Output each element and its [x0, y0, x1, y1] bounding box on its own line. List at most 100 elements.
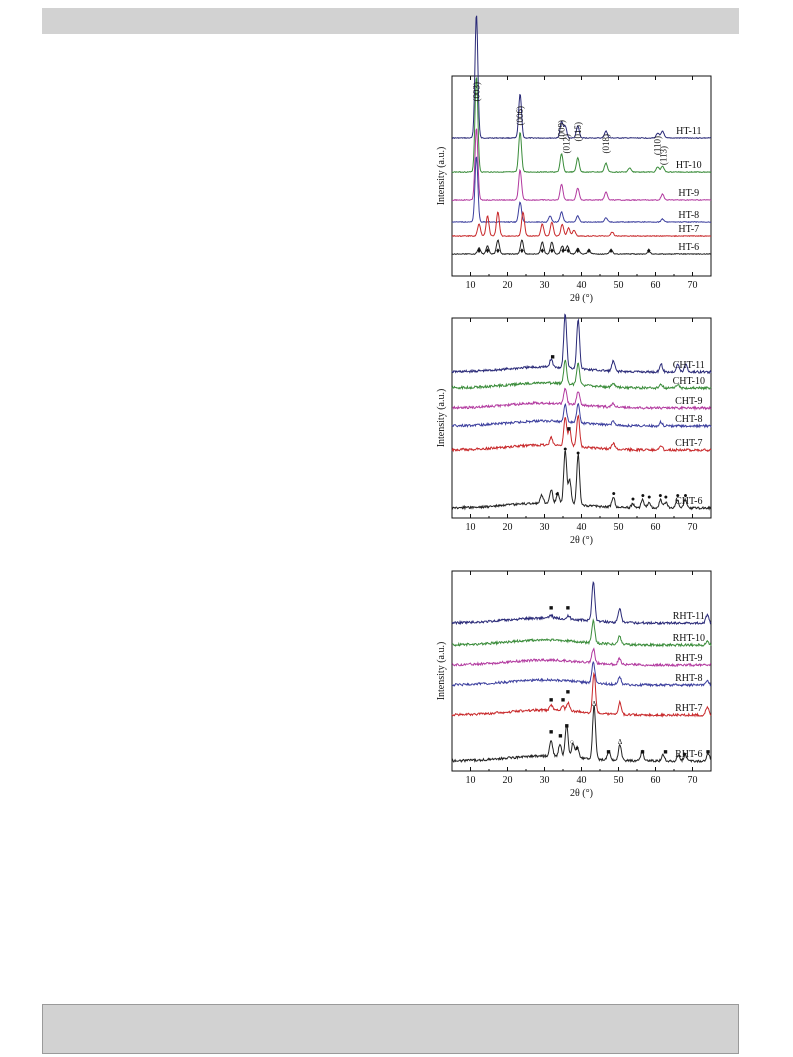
hkl-annotation: (012) [562, 134, 572, 154]
phase-marker: ♦ [496, 246, 500, 255]
phase-marker: ● [576, 449, 580, 457]
y-axis-label: Intensity (a.u.) [436, 147, 447, 206]
series-line-cht-10 [451, 359, 712, 391]
phase-marker: ♦ [561, 246, 565, 255]
x-tick-label: 50 [614, 522, 624, 533]
hkl-annotation: (110) [653, 136, 663, 155]
plot-frame [451, 317, 712, 519]
page-footer-band [42, 1004, 739, 1054]
phase-marker: ■ [566, 604, 570, 612]
x-tick-label: 70 [688, 775, 698, 786]
series-line-cht-7 [451, 414, 712, 453]
x-tick-label: 10 [466, 522, 476, 533]
phase-marker: ● [612, 489, 616, 497]
phase-marker: ♦ [550, 246, 554, 255]
hkl-annotation: (009) [557, 120, 567, 140]
phase-marker: ♦ [576, 246, 580, 255]
phase-marker: ● [563, 445, 567, 453]
x-tick-label: 20 [503, 522, 513, 533]
series-line-rht-9 [451, 647, 712, 668]
x-axis-label: 2θ (°) [570, 293, 593, 304]
series-label: CHT-7 [675, 438, 702, 449]
phase-marker: ♦ [485, 246, 489, 255]
hkl-annotation: (018) [601, 134, 611, 154]
phase-marker: ♦ [477, 246, 481, 255]
phase-marker: ■ [663, 748, 667, 756]
phase-marker: ● [575, 744, 579, 752]
phase-marker: ● [682, 750, 686, 758]
phase-marker: ■ [561, 696, 565, 704]
phase-marker: ■ [606, 748, 610, 756]
phase-marker: ○ [570, 738, 574, 746]
page-header-band [42, 8, 739, 34]
series-label: HT-9 [678, 188, 699, 199]
series-label: CHT-8 [675, 414, 702, 425]
series-line-cht-6 [451, 450, 712, 511]
phase-marker: ■ [551, 353, 555, 361]
series-line-cht-8 [451, 402, 712, 429]
phase-marker: ● [555, 490, 559, 498]
series-line-rht-11 [451, 580, 712, 626]
series-label: CHT-9 [675, 396, 702, 407]
x-tick-label: 20 [503, 775, 513, 786]
series-label: CHT-11 [673, 360, 705, 371]
phase-marker: ■ [567, 425, 571, 433]
phase-marker: ■ [549, 604, 553, 612]
series-label: HT-6 [678, 242, 699, 253]
phase-marker: ■ [549, 696, 553, 704]
series-line-rht-7 [451, 671, 712, 718]
xrd-chart-ht: 10 20 30 40 50 60 70 2θ (°) Intensity (a.u.) HT-1… [436, 15, 712, 304]
xrd-chart-rht: 10 20 30 40 50 60 70 2θ (°) Intensity (a.u.) RHT-… [436, 570, 712, 799]
x-tick-label: 60 [651, 522, 661, 533]
phase-marker: ■ [566, 688, 570, 696]
phase-marker: ♦ [609, 246, 613, 255]
series-label: CHT-10 [673, 376, 705, 387]
x-axis-label: 2θ (°) [570, 788, 593, 799]
y-axis-label: Intensity (a.u.) [436, 389, 447, 448]
series-line-cht-11 [451, 313, 712, 375]
series-label: RHT-6 [675, 749, 702, 760]
series-line-rht-6 [451, 705, 712, 764]
series-label: CHT-6 [675, 496, 702, 507]
series-label: HT-11 [676, 126, 701, 137]
series-line-rht-10 [451, 618, 712, 648]
x-axis-label: 2θ (°) [570, 535, 593, 546]
x-tick-label: 40 [577, 522, 587, 533]
x-tick-label: 20 [503, 280, 513, 291]
x-tick-label: 60 [651, 775, 661, 786]
phase-marker: ♦ [540, 246, 544, 255]
x-tick-label: 60 [651, 280, 661, 291]
phase-marker: ■ [706, 748, 710, 756]
x-tick-label: 30 [540, 775, 550, 786]
series-label: HT-10 [676, 160, 702, 171]
series-label: HT-7 [678, 224, 699, 235]
series-label: RHT-7 [675, 703, 702, 714]
hkl-annotation: (006) [515, 106, 525, 126]
x-tick-label: 50 [614, 280, 624, 291]
phase-marker: Δ [592, 700, 597, 708]
x-tick-label: 50 [614, 775, 624, 786]
series-line-ht-10 [451, 77, 712, 174]
phase-marker: ■ [558, 732, 562, 740]
series-line-ht-7 [451, 210, 712, 238]
plot-frame [451, 75, 712, 277]
phase-marker: ♦ [587, 246, 591, 255]
x-tick-label: 40 [577, 280, 587, 291]
phase-marker: ● [676, 491, 680, 499]
phase-marker: ♦ [520, 246, 524, 255]
phase-marker: ■ [565, 722, 569, 730]
x-tick-label: 10 [466, 775, 476, 786]
series-label: RHT-9 [675, 653, 702, 664]
series-line-ht-9 [451, 128, 712, 202]
x-tick-label: 30 [540, 280, 550, 291]
y-axis-label: Intensity (a.u.) [436, 642, 447, 701]
series-line-rht-8 [451, 660, 712, 688]
hkl-annotation: (113) [659, 146, 669, 165]
x-tick-label: 70 [688, 522, 698, 533]
phase-marker: ● [641, 491, 645, 499]
hkl-annotation: (003) [471, 82, 481, 102]
x-tick-label: 10 [466, 280, 476, 291]
series-line-ht-6 [451, 239, 712, 256]
series-label: HT-8 [678, 210, 699, 221]
phase-marker: ● [683, 491, 687, 499]
